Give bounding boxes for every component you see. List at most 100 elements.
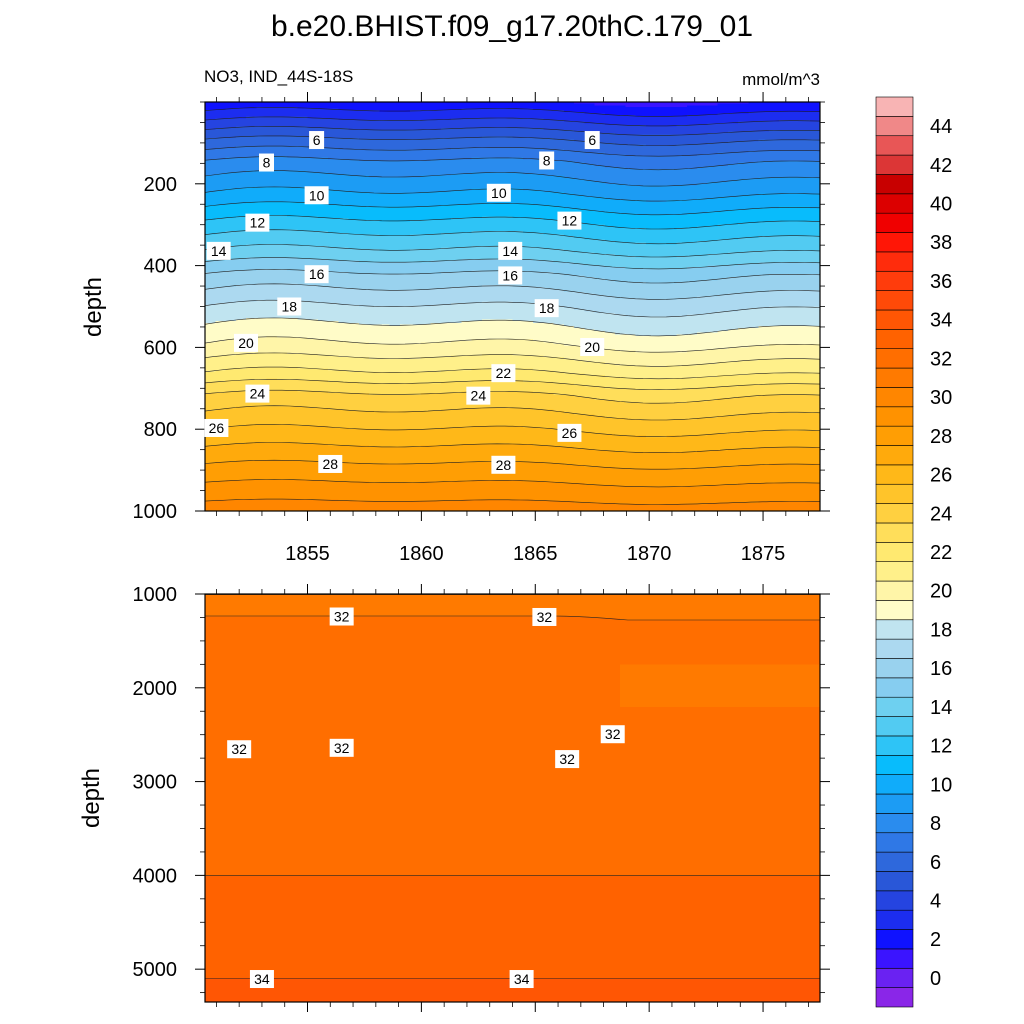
- contour-fill-cell: [522, 187, 534, 190]
- contour-fill-cell: [533, 129, 544, 133]
- contour-fill-cell: [287, 141, 298, 144]
- contour-fill-cell: [789, 131, 801, 134]
- contour-fill-cell: [256, 149, 268, 152]
- contour-fill-cell: [727, 108, 739, 111]
- contour-fill-cell: [338, 120, 350, 123]
- contour-fill-cell: [410, 178, 421, 182]
- contour-fill-cell: [758, 118, 770, 121]
- contour-fill-cell: [399, 133, 411, 136]
- contour-fill-cell: [430, 157, 442, 160]
- contour-fill-cell: [625, 164, 637, 167]
- contour-fill-cell: [779, 151, 790, 154]
- contour-fill-cell: [420, 173, 432, 177]
- contour-fill-cell: [727, 159, 739, 162]
- contour-fill-cell: [697, 183, 708, 187]
- contour-fill-cell: [215, 183, 227, 187]
- contour-fill-cell: [481, 105, 493, 108]
- contour-fill-cell: [625, 113, 637, 116]
- contour-fill-cell: [635, 123, 647, 126]
- contour-fill-cell: [492, 173, 503, 177]
- contour-fill-cell: [317, 120, 329, 123]
- contour-fill-cell: [492, 103, 503, 106]
- contour-fill-cell: [645, 172, 657, 175]
- contour-fill-cell: [451, 188, 462, 191]
- contour-fill-cell: [338, 152, 350, 155]
- contour-fill-cell: [625, 142, 637, 146]
- contour-fill-cell: [553, 110, 565, 113]
- contour-fill-cell: [522, 180, 534, 183]
- contour-fill-cell: [717, 102, 729, 105]
- contour-fill-cell: [584, 169, 596, 172]
- contour-fill-cell: [440, 165, 452, 169]
- contour-fill-cell: [225, 172, 237, 175]
- contour-fill-cell: [266, 131, 278, 134]
- contour-fill-cell: [430, 154, 442, 157]
- contour-fill-cell: [799, 120, 811, 123]
- contour-fill-cell: [594, 118, 606, 121]
- contour-fill-cell: [492, 102, 503, 105]
- contour-fill-cell: [563, 188, 575, 191]
- contour-fill-cell: [246, 120, 257, 123]
- contour-fill-cell: [369, 164, 380, 167]
- contour-fill-cell: [410, 139, 421, 142]
- contour-fill-cell: [430, 178, 442, 182]
- contour-fill-cell: [215, 172, 227, 175]
- contour-fill-cell: [789, 139, 801, 142]
- contour-fill-cell: [533, 146, 544, 149]
- contour-fill-cell: [481, 173, 493, 177]
- contour-fill-cell: [358, 103, 370, 106]
- contour-fill-cell: [266, 126, 278, 129]
- contour-fill-cell: [502, 134, 514, 137]
- contour-fill-cell: [215, 102, 227, 105]
- contour-fill-cell: [297, 167, 309, 170]
- contour-fill-cell: [707, 180, 719, 183]
- contour-fill-cell: [266, 106, 278, 110]
- contour-fill-cell: [758, 115, 770, 118]
- contour-fill-cell: [615, 162, 626, 165]
- contour-fill-cell: [440, 123, 452, 126]
- contour-fill-cell: [276, 151, 288, 154]
- contour-fill-cell: [338, 173, 350, 177]
- contour-fill-cell: [481, 160, 493, 164]
- contour-fill-cell: [809, 164, 820, 167]
- contour-fill-cell: [707, 133, 719, 136]
- contour-fill-cell: [727, 131, 739, 134]
- contour-fill-cell: [317, 175, 329, 178]
- contour-fill-cell: [707, 182, 719, 185]
- contour-fill-cell: [471, 133, 483, 136]
- contour-fill-cell: [727, 115, 739, 118]
- contour-fill-cell: [492, 134, 503, 137]
- contour-fill-cell: [512, 137, 524, 141]
- contour-fill-cell: [522, 116, 534, 119]
- contour-fill-cell: [471, 128, 483, 131]
- contour-fill-cell: [533, 134, 544, 137]
- contour-fill-cell: [338, 129, 350, 133]
- contour-fill-cell: [379, 124, 391, 128]
- contour-fill-cell: [430, 139, 442, 142]
- contour-fill-cell: [656, 160, 667, 164]
- contour-fill-cell: [522, 175, 534, 178]
- contour-fill-cell: [543, 131, 555, 134]
- contour-fill-cell: [328, 102, 339, 105]
- contour-fill-cell: [656, 172, 667, 175]
- contour-fill-cell: [809, 133, 820, 136]
- contour-fill-cell: [502, 123, 514, 126]
- contour-fill-cell: [328, 133, 339, 136]
- contour-fill-cell: [369, 126, 380, 129]
- contour-fill-cell: [358, 154, 370, 157]
- contour-fill-cell: [471, 165, 483, 169]
- contour-fill-cell: [717, 115, 729, 118]
- contour-fill-cell: [604, 102, 616, 105]
- contour-fill-cell: [594, 167, 606, 170]
- contour-fill-cell: [799, 175, 811, 178]
- contour-fill-cell: [328, 169, 339, 172]
- contour-fill-cell: [348, 139, 360, 142]
- contour-fill-cell: [215, 173, 227, 177]
- contour-fill-cell: [358, 151, 370, 154]
- contour-fill-cell: [615, 128, 626, 131]
- contour-fill-cell: [399, 102, 411, 105]
- contour-fill-cell: [727, 175, 739, 178]
- contour-fill-cell: [256, 110, 268, 113]
- contour-fill-cell: [379, 136, 391, 139]
- contour-fill-cell: [389, 182, 401, 185]
